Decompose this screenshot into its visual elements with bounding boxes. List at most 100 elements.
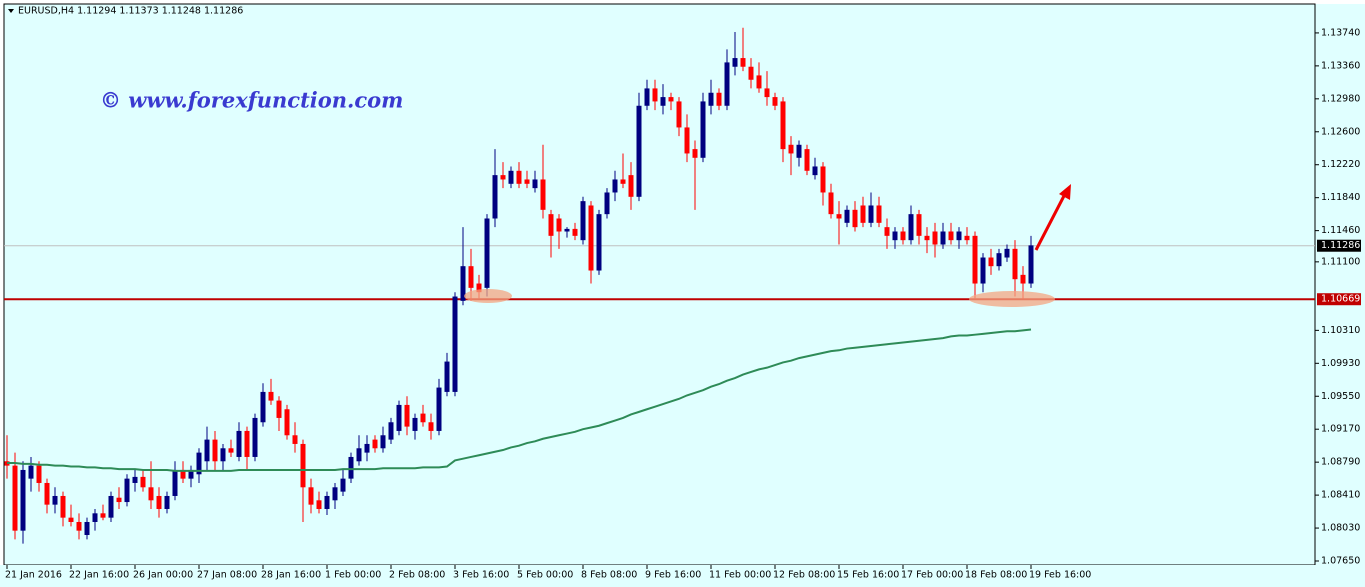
candle-body (164, 495, 170, 509)
y-tick-label: 1.11460 (1321, 225, 1360, 236)
candle-body (1020, 274, 1026, 284)
candle-body (892, 231, 898, 241)
watermark: © www.forexfunction.com (100, 88, 403, 113)
y-tick-label: 1.09550 (1321, 391, 1360, 402)
x-tick-label: 5 Feb 00:00 (517, 570, 573, 581)
x-tick-label: 22 Jan 16:00 (69, 570, 129, 581)
x-tick-label: 12 Feb 08:00 (773, 570, 835, 581)
candle-body (612, 179, 618, 193)
candle-body (860, 205, 866, 223)
candle-body (380, 435, 386, 449)
candle-body (548, 214, 554, 236)
candle-body (332, 487, 338, 501)
y-tick-label: 1.08030 (1321, 523, 1360, 534)
candle-body (524, 179, 530, 184)
candle-body (364, 443, 370, 453)
candle-body (220, 448, 226, 462)
candle-body (636, 105, 642, 197)
menu-triangle[interactable] (8, 9, 14, 13)
y-tick-label: 1.12220 (1321, 159, 1360, 170)
candle-body (980, 257, 986, 284)
candle-body (836, 214, 842, 219)
candle-body (908, 214, 914, 241)
highlight (969, 291, 1055, 307)
candle-body (692, 149, 698, 158)
candle-body (604, 192, 610, 215)
candle-body (268, 391, 274, 401)
candle-body (260, 391, 266, 423)
candle-body (452, 296, 458, 392)
candle-body (956, 231, 962, 241)
candle-body (36, 465, 42, 483)
candle-body (148, 487, 154, 501)
candle-body (44, 482, 50, 505)
chart-title: EURUSD,H4 1.11294 1.11373 1.11248 1.1128… (18, 6, 243, 17)
candle-body (500, 175, 506, 180)
candle-body (484, 218, 490, 288)
candle-body (572, 228, 578, 236)
candle-body (940, 231, 946, 245)
candle-body (732, 58, 738, 67)
candle-body (756, 75, 762, 89)
candle-body (100, 513, 106, 518)
candle-body (156, 495, 162, 509)
candle-body (972, 235, 978, 284)
candle-body (660, 97, 666, 106)
candle-body (284, 409, 290, 436)
candle-body (868, 205, 874, 223)
candle-body (996, 253, 1002, 267)
candle-body (1012, 248, 1018, 280)
y-tick-label: 1.09170 (1321, 424, 1360, 435)
candle-body (372, 439, 378, 449)
arrow (1034, 191, 1068, 251)
candle-body (596, 214, 602, 271)
candle-body (460, 266, 466, 301)
candle-body (124, 478, 130, 503)
candle-body (628, 175, 634, 197)
candle-body (652, 88, 658, 102)
candle-body (764, 88, 770, 98)
candle-body (84, 521, 90, 535)
candle-body (476, 283, 482, 293)
candle-body (492, 175, 498, 219)
candle-body (468, 266, 474, 288)
candle-body (532, 179, 538, 189)
candle-body (588, 205, 594, 271)
x-tick-label: 17 Feb 00:00 (901, 570, 963, 581)
candle-body (180, 469, 186, 479)
candle-body (844, 209, 850, 223)
candle-body (684, 127, 690, 154)
candle-body (116, 497, 122, 503)
x-tick-label: 26 Jan 00:00 (133, 570, 193, 581)
candle-body (676, 101, 682, 128)
candle-body (444, 361, 450, 392)
candle-body (828, 192, 834, 215)
candle-body (716, 92, 722, 106)
candle-body (700, 101, 706, 158)
candle-body (76, 521, 82, 531)
x-tick-label: 3 Feb 16:00 (453, 570, 509, 581)
x-tick-label: 28 Jan 16:00 (261, 570, 321, 581)
moving-average (7, 328, 1032, 472)
candle-body (28, 465, 34, 479)
candle-body (1028, 245, 1034, 284)
candle-body (60, 495, 66, 518)
candle-body (780, 101, 786, 150)
y-tick-label: 1.12980 (1321, 93, 1360, 104)
candle-body (564, 228, 570, 232)
y-tick-label: 1.07650 (1321, 556, 1360, 567)
y-tick-label: 1.08790 (1321, 457, 1360, 468)
candle-body (204, 439, 210, 462)
candle-body (988, 257, 994, 267)
x-tick-label: 9 Feb 16:00 (645, 570, 701, 581)
x-tick-label: 27 Jan 08:00 (197, 570, 257, 581)
candle-body (52, 495, 58, 505)
candle-body (508, 170, 514, 184)
x-tick-label: 11 Feb 00:00 (709, 570, 771, 581)
x-tick-label: 18 Feb 08:00 (965, 570, 1027, 581)
candle-body (356, 448, 362, 462)
candle-body (212, 439, 218, 462)
candle-body (196, 452, 202, 475)
candle-body (580, 201, 586, 241)
